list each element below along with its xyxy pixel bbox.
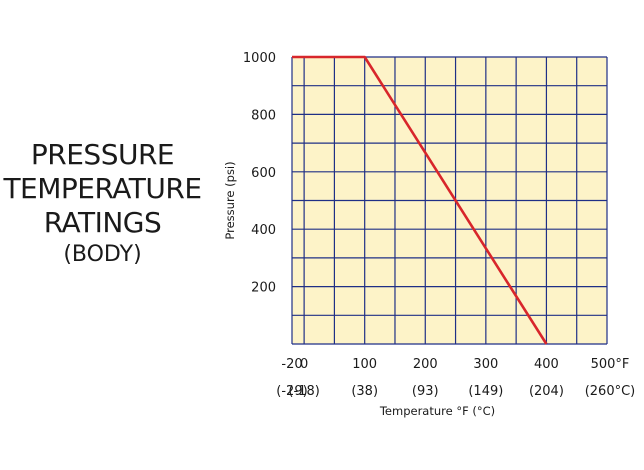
x-tick-label: -20	[281, 357, 302, 372]
x-tick-label: 300	[473, 357, 498, 372]
x-tick-label: 100	[352, 357, 377, 372]
grid-lines	[291, 56, 608, 345]
x-tick-labels: -20 (-29) 0 (-18) 100 (38) 200 (93) 300 (149) 400 (…	[276, 357, 635, 399]
series-layer	[292, 55, 548, 345]
x-tick-label: 200	[413, 357, 438, 372]
x-tick-sublabel: (260°C)	[585, 384, 636, 399]
title-line-2: TEMPERATURE	[3, 172, 202, 205]
x-tick-label: 400	[534, 357, 559, 372]
x-tick-sublabel: (149)	[468, 384, 503, 399]
y-tick-label: 400	[251, 223, 276, 238]
series-line	[292, 55, 548, 345]
chart-title: PRESSURE TEMPERATURE RATINGS (BODY)	[0, 138, 205, 269]
x-tick-sublabel: (38)	[351, 384, 378, 399]
x-tick-label: 0	[300, 357, 308, 372]
y-axis-label: Pressure (psi)	[223, 161, 237, 239]
y-tick-label: 800	[251, 108, 276, 123]
chart-subtitle: (BODY)	[63, 242, 142, 267]
y-tick-label: 200	[251, 281, 276, 296]
x-tick-sublabel: (204)	[529, 384, 564, 399]
title-line-1: PRESSURE	[30, 138, 175, 171]
x-tick-sublabel: (-29)	[276, 384, 307, 399]
x-tick-sublabel: (-18)	[288, 384, 319, 399]
x-axis-label: Temperature °F (°C)	[379, 404, 495, 418]
y-tick-label: 600	[251, 166, 276, 181]
title-line-3: RATINGS	[43, 206, 162, 239]
x-tick-sublabel: (93)	[412, 384, 439, 399]
x-tick-label: 500°F	[591, 357, 630, 372]
y-tick-labels: 200 400 600 800 1000	[243, 51, 276, 296]
y-tick-label: 1000	[243, 51, 276, 66]
